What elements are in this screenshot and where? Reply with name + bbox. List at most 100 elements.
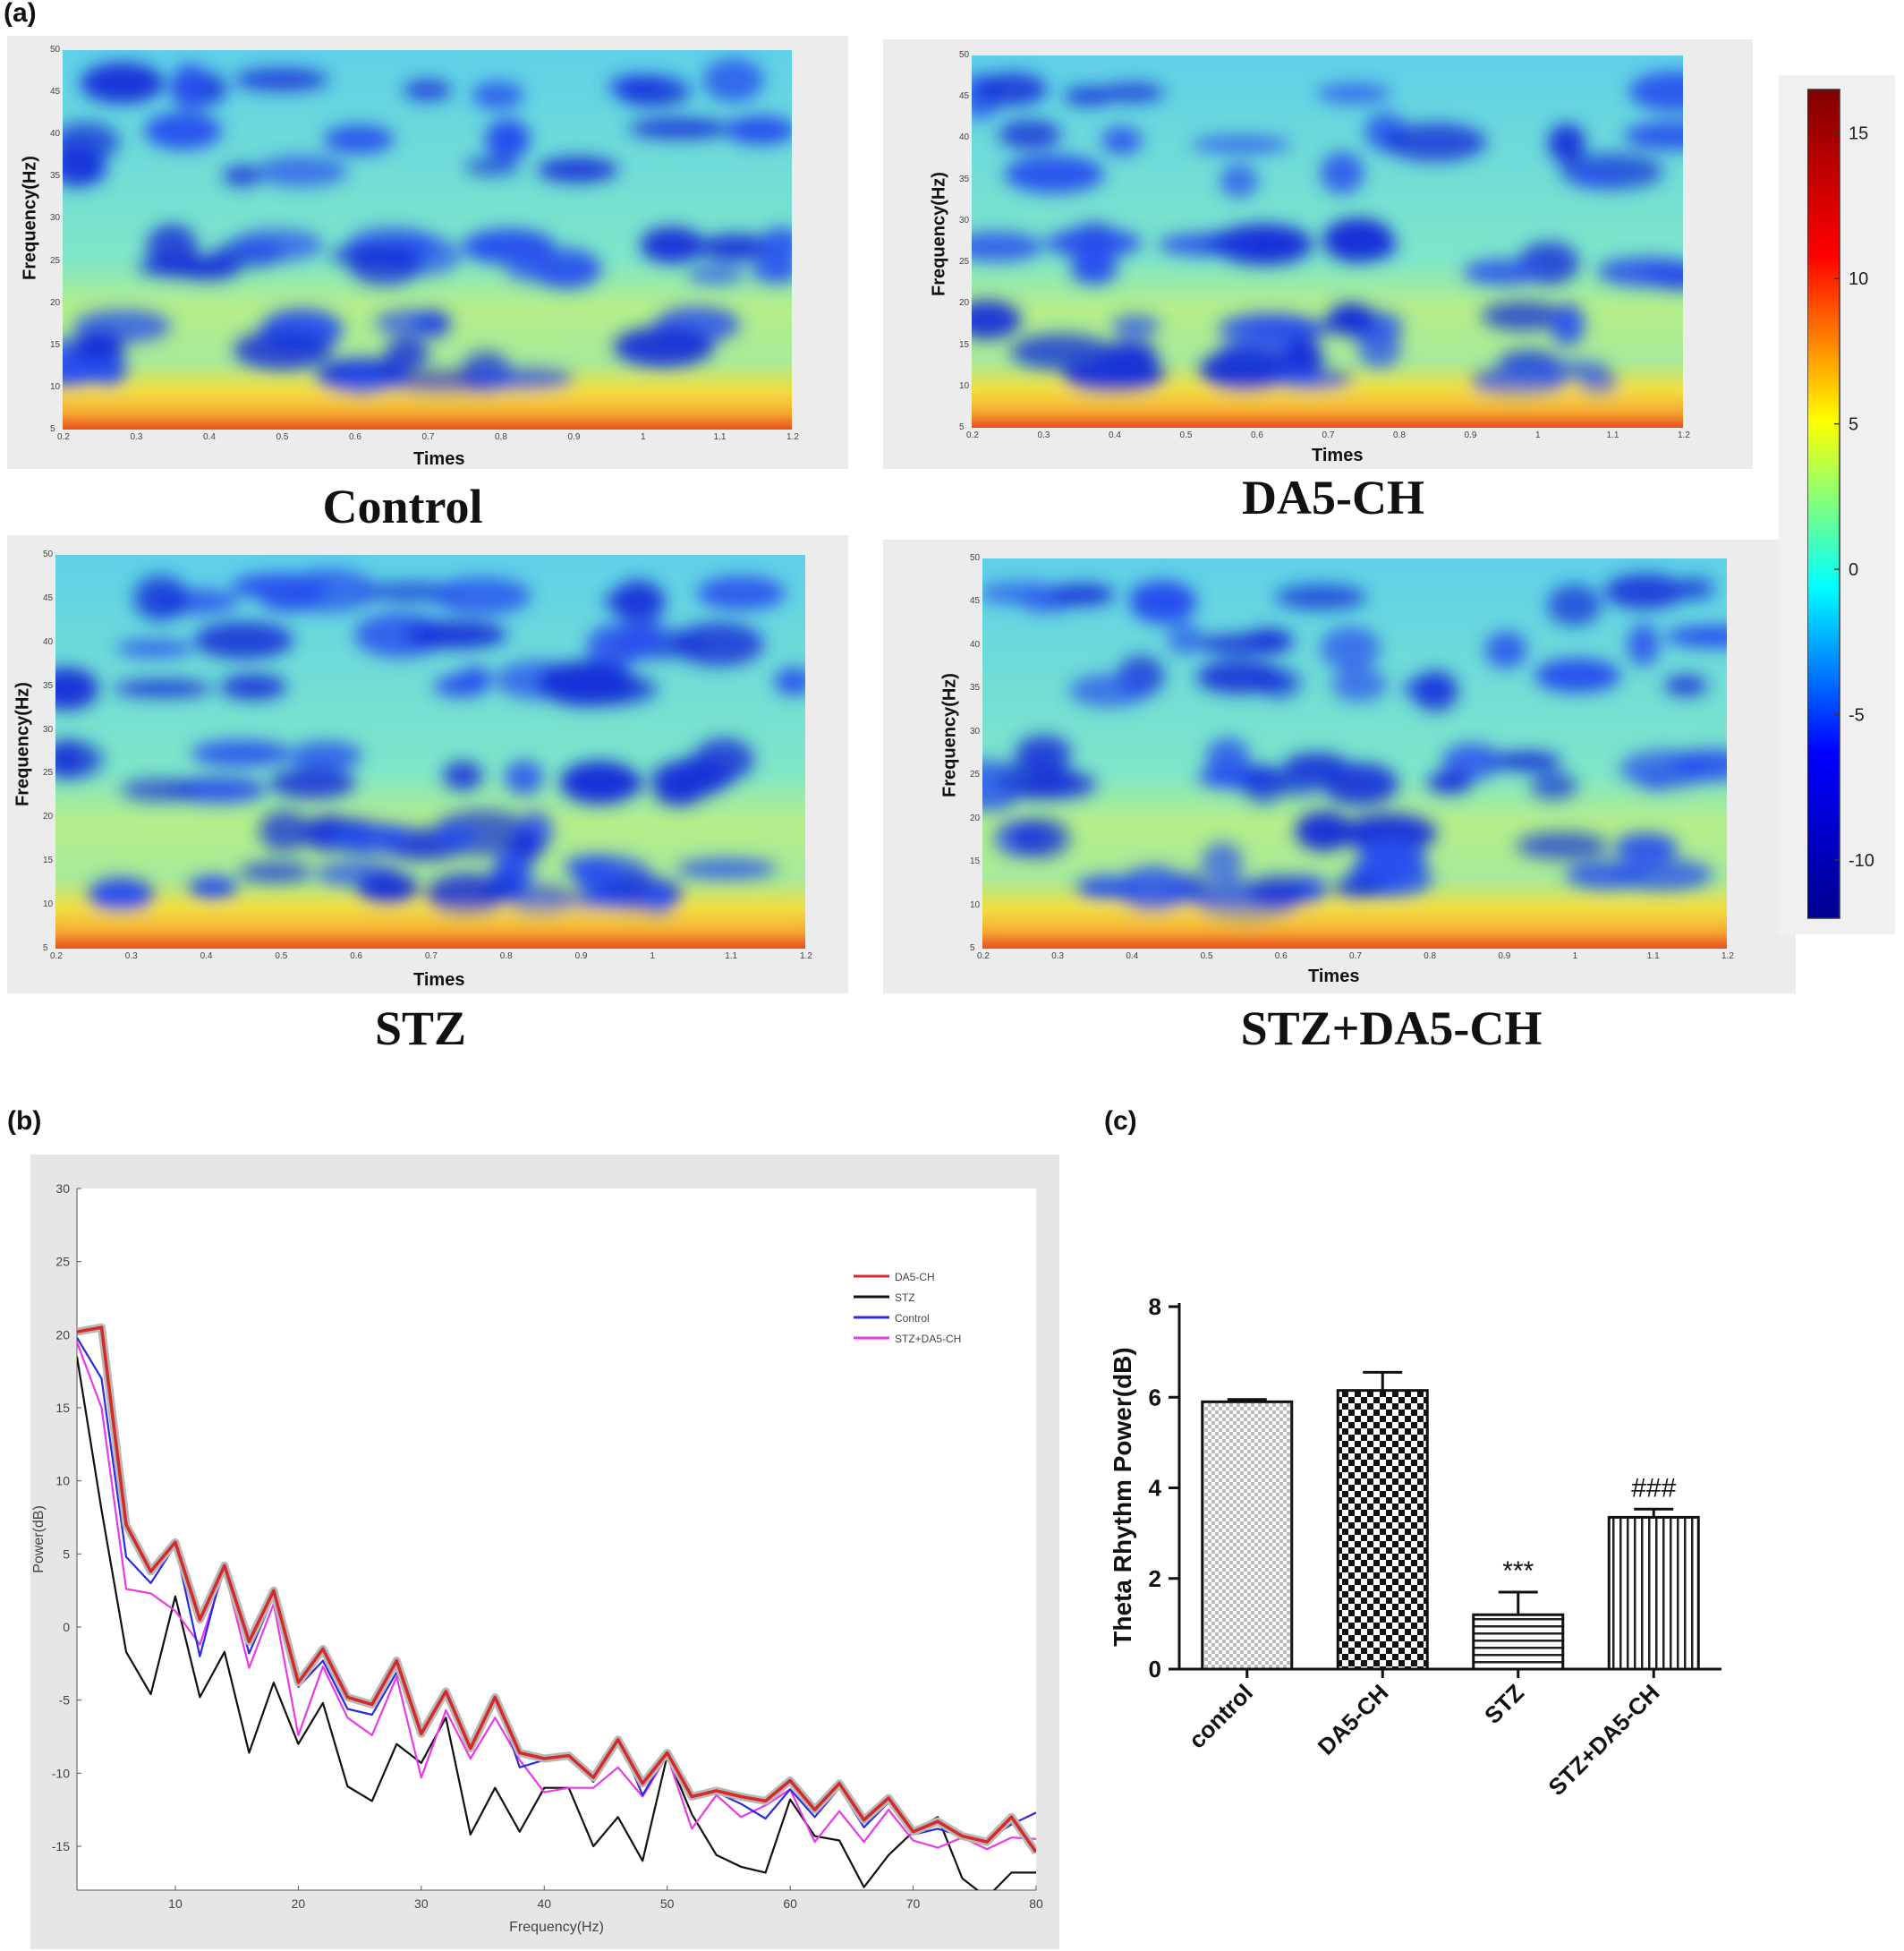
spectrogram-title: STZ+DA5-CH xyxy=(1240,1001,1543,1055)
spectrogram-y-tick: 50 xyxy=(43,550,54,559)
y-tick-label: 20 xyxy=(55,1327,70,1342)
y-tick-label: 10 xyxy=(55,1474,70,1488)
x-tick-label: STZ xyxy=(1479,1679,1529,1729)
significance-label: *** xyxy=(1502,1556,1534,1586)
y-tick-label: 4 xyxy=(1149,1475,1162,1502)
spectrogram-x-tick: 0.5 xyxy=(1179,430,1193,440)
spectrogram-y-tick: 45 xyxy=(959,91,970,102)
colorbar-tick-label: 15 xyxy=(1849,124,1868,144)
spectrogram-x-tick: 1.1 xyxy=(1606,430,1619,440)
spectrogram-xlabel: Times xyxy=(413,449,465,469)
spectrogram-da5ch xyxy=(972,55,1683,428)
spectrogram-y-tick: 5 xyxy=(970,943,975,953)
spectrogram-y-tick: 10 xyxy=(43,899,54,910)
y-tick-label: 5 xyxy=(63,1546,70,1561)
spectrogram-x-tick: 1.1 xyxy=(713,432,727,442)
spectrogram-y-tick: 50 xyxy=(50,45,61,55)
y-axis-label: Power(dB) xyxy=(31,1505,47,1573)
spectrogram-x-tick: 1.2 xyxy=(786,432,799,442)
colorbar-tick-label: 0 xyxy=(1849,560,1858,580)
spectrogram-x-tick: 0.6 xyxy=(1274,951,1288,961)
spectrogram-x-tick: 0.2 xyxy=(966,430,979,440)
spectrogram-x-tick: 0.9 xyxy=(574,951,588,961)
x-tick-label: control xyxy=(1183,1679,1258,1754)
spectrogram-title: Control xyxy=(322,480,483,533)
spectrogram-title: STZ xyxy=(374,1001,467,1055)
x-tick-label: STZ+DA5-CH xyxy=(1543,1679,1664,1801)
spectrogram-x-tick: 0.6 xyxy=(1251,430,1263,440)
y-axis-label: Theta Rhythm Power(dB) xyxy=(1109,1347,1136,1646)
y-tick-label: 6 xyxy=(1149,1384,1161,1410)
x-tick-label: 20 xyxy=(292,1896,306,1911)
spectrogram-x-tick: 1 xyxy=(641,432,646,442)
colorbar-gradient xyxy=(1807,89,1840,919)
spectrogram-y-tick: 40 xyxy=(43,636,54,647)
y-tick-label: 15 xyxy=(55,1401,70,1415)
spectrogram-x-tick: 0.4 xyxy=(1126,951,1139,961)
spectrogram-x-tick: 0.4 xyxy=(200,951,213,961)
spectrogram-y-tick: 45 xyxy=(50,87,61,98)
spectrogram-x-tick: 1.1 xyxy=(725,951,738,961)
spectrogram-blobs xyxy=(63,58,792,407)
spectrogram-x-tick: 0.7 xyxy=(1322,430,1335,440)
bar-DA5-CH xyxy=(1336,1389,1429,1671)
spectrogram-x-tick: 1.2 xyxy=(800,951,812,961)
x-tick-label: DA5-CH xyxy=(1313,1679,1394,1760)
spectrogram-x-tick: 1 xyxy=(1535,430,1541,440)
spectrogram-x-tick: 0.5 xyxy=(276,432,289,442)
spectrogram-x-tick: 0.3 xyxy=(1037,430,1050,440)
spectrogram-x-tick: 0.7 xyxy=(425,951,438,961)
spectrogram-x-tick: 0.2 xyxy=(50,951,63,961)
spectrogram-x-tick: 0.7 xyxy=(1349,951,1362,961)
spectrogram-y-tick: 35 xyxy=(970,683,981,694)
spectrogram-x-tick: 0.8 xyxy=(495,432,507,442)
bar-STZ+DA5-CH xyxy=(1607,1515,1700,1671)
x-tick-label: 10 xyxy=(168,1896,183,1911)
spectrogram-y-tick: 15 xyxy=(970,856,981,867)
panel-label-c: (c) xyxy=(1104,1106,1137,1136)
spectrogram-y-tick: 20 xyxy=(43,812,54,822)
spectrogram-y-tick: 15 xyxy=(43,856,54,866)
spectrogram-y-tick: 15 xyxy=(50,339,61,350)
spectrogram-xlabel: Times xyxy=(1312,446,1364,465)
spectrogram-ylabel: Frequency(Hz) xyxy=(13,682,33,806)
spectrogram-x-tick: 0.8 xyxy=(1424,951,1437,961)
y-tick-label: 2 xyxy=(1149,1565,1161,1592)
spectrogram-y-tick: 45 xyxy=(970,596,981,607)
spectrogram-y-tick: 35 xyxy=(50,171,61,182)
spectrogram-x-tick: 0.3 xyxy=(1051,951,1065,961)
spectrogram-y-tick: 20 xyxy=(959,298,970,309)
spectrogram-y-tick: 15 xyxy=(959,339,970,350)
spectrogram-x-tick: 1.1 xyxy=(1646,951,1660,961)
spectrogram-y-tick: 25 xyxy=(50,255,61,266)
series-group xyxy=(77,1323,1036,1890)
spectrogram-title: DA5-CH xyxy=(1242,471,1424,524)
colorbar-tick-label: -5 xyxy=(1849,706,1865,726)
spectrogram-x-tick: 1.2 xyxy=(1721,951,1734,961)
spectrogram-x-tick: 0.7 xyxy=(421,432,435,442)
spectrogram-y-tick: 20 xyxy=(970,813,981,823)
x-tick-label: 50 xyxy=(660,1896,675,1911)
legend-label: STZ xyxy=(895,1291,915,1304)
spectrogram-ylabel: Frequency(Hz) xyxy=(939,673,960,797)
x-tick-label: 80 xyxy=(1029,1896,1043,1911)
significance-label: ### xyxy=(1631,1473,1676,1503)
legend-label: Control xyxy=(895,1312,930,1325)
spectrogram-y-tick: 10 xyxy=(970,899,981,910)
spectrogram-blobs xyxy=(982,573,1727,925)
spectrogram-y-tick: 35 xyxy=(959,174,970,184)
spectrogram-x-tick: 0.5 xyxy=(275,951,288,961)
spectrogram-control xyxy=(63,50,792,430)
spectrogram-stz xyxy=(55,555,805,949)
spectrogram-x-tick: 0.3 xyxy=(130,432,143,442)
spectrogram-x-tick: 0.9 xyxy=(1464,430,1477,440)
series-line-DA5-CH xyxy=(77,1325,1036,1853)
bar-control xyxy=(1201,1400,1294,1671)
panel-label-a: (a) xyxy=(4,0,37,28)
spectrogram-y-tick: 25 xyxy=(970,770,981,780)
y-tick-label: -15 xyxy=(52,1839,70,1853)
spectrogram-y-tick: 35 xyxy=(43,680,54,691)
spectrogram-x-tick: 0.8 xyxy=(1393,430,1406,440)
spectrogram-x-tick: 0.4 xyxy=(203,432,216,442)
